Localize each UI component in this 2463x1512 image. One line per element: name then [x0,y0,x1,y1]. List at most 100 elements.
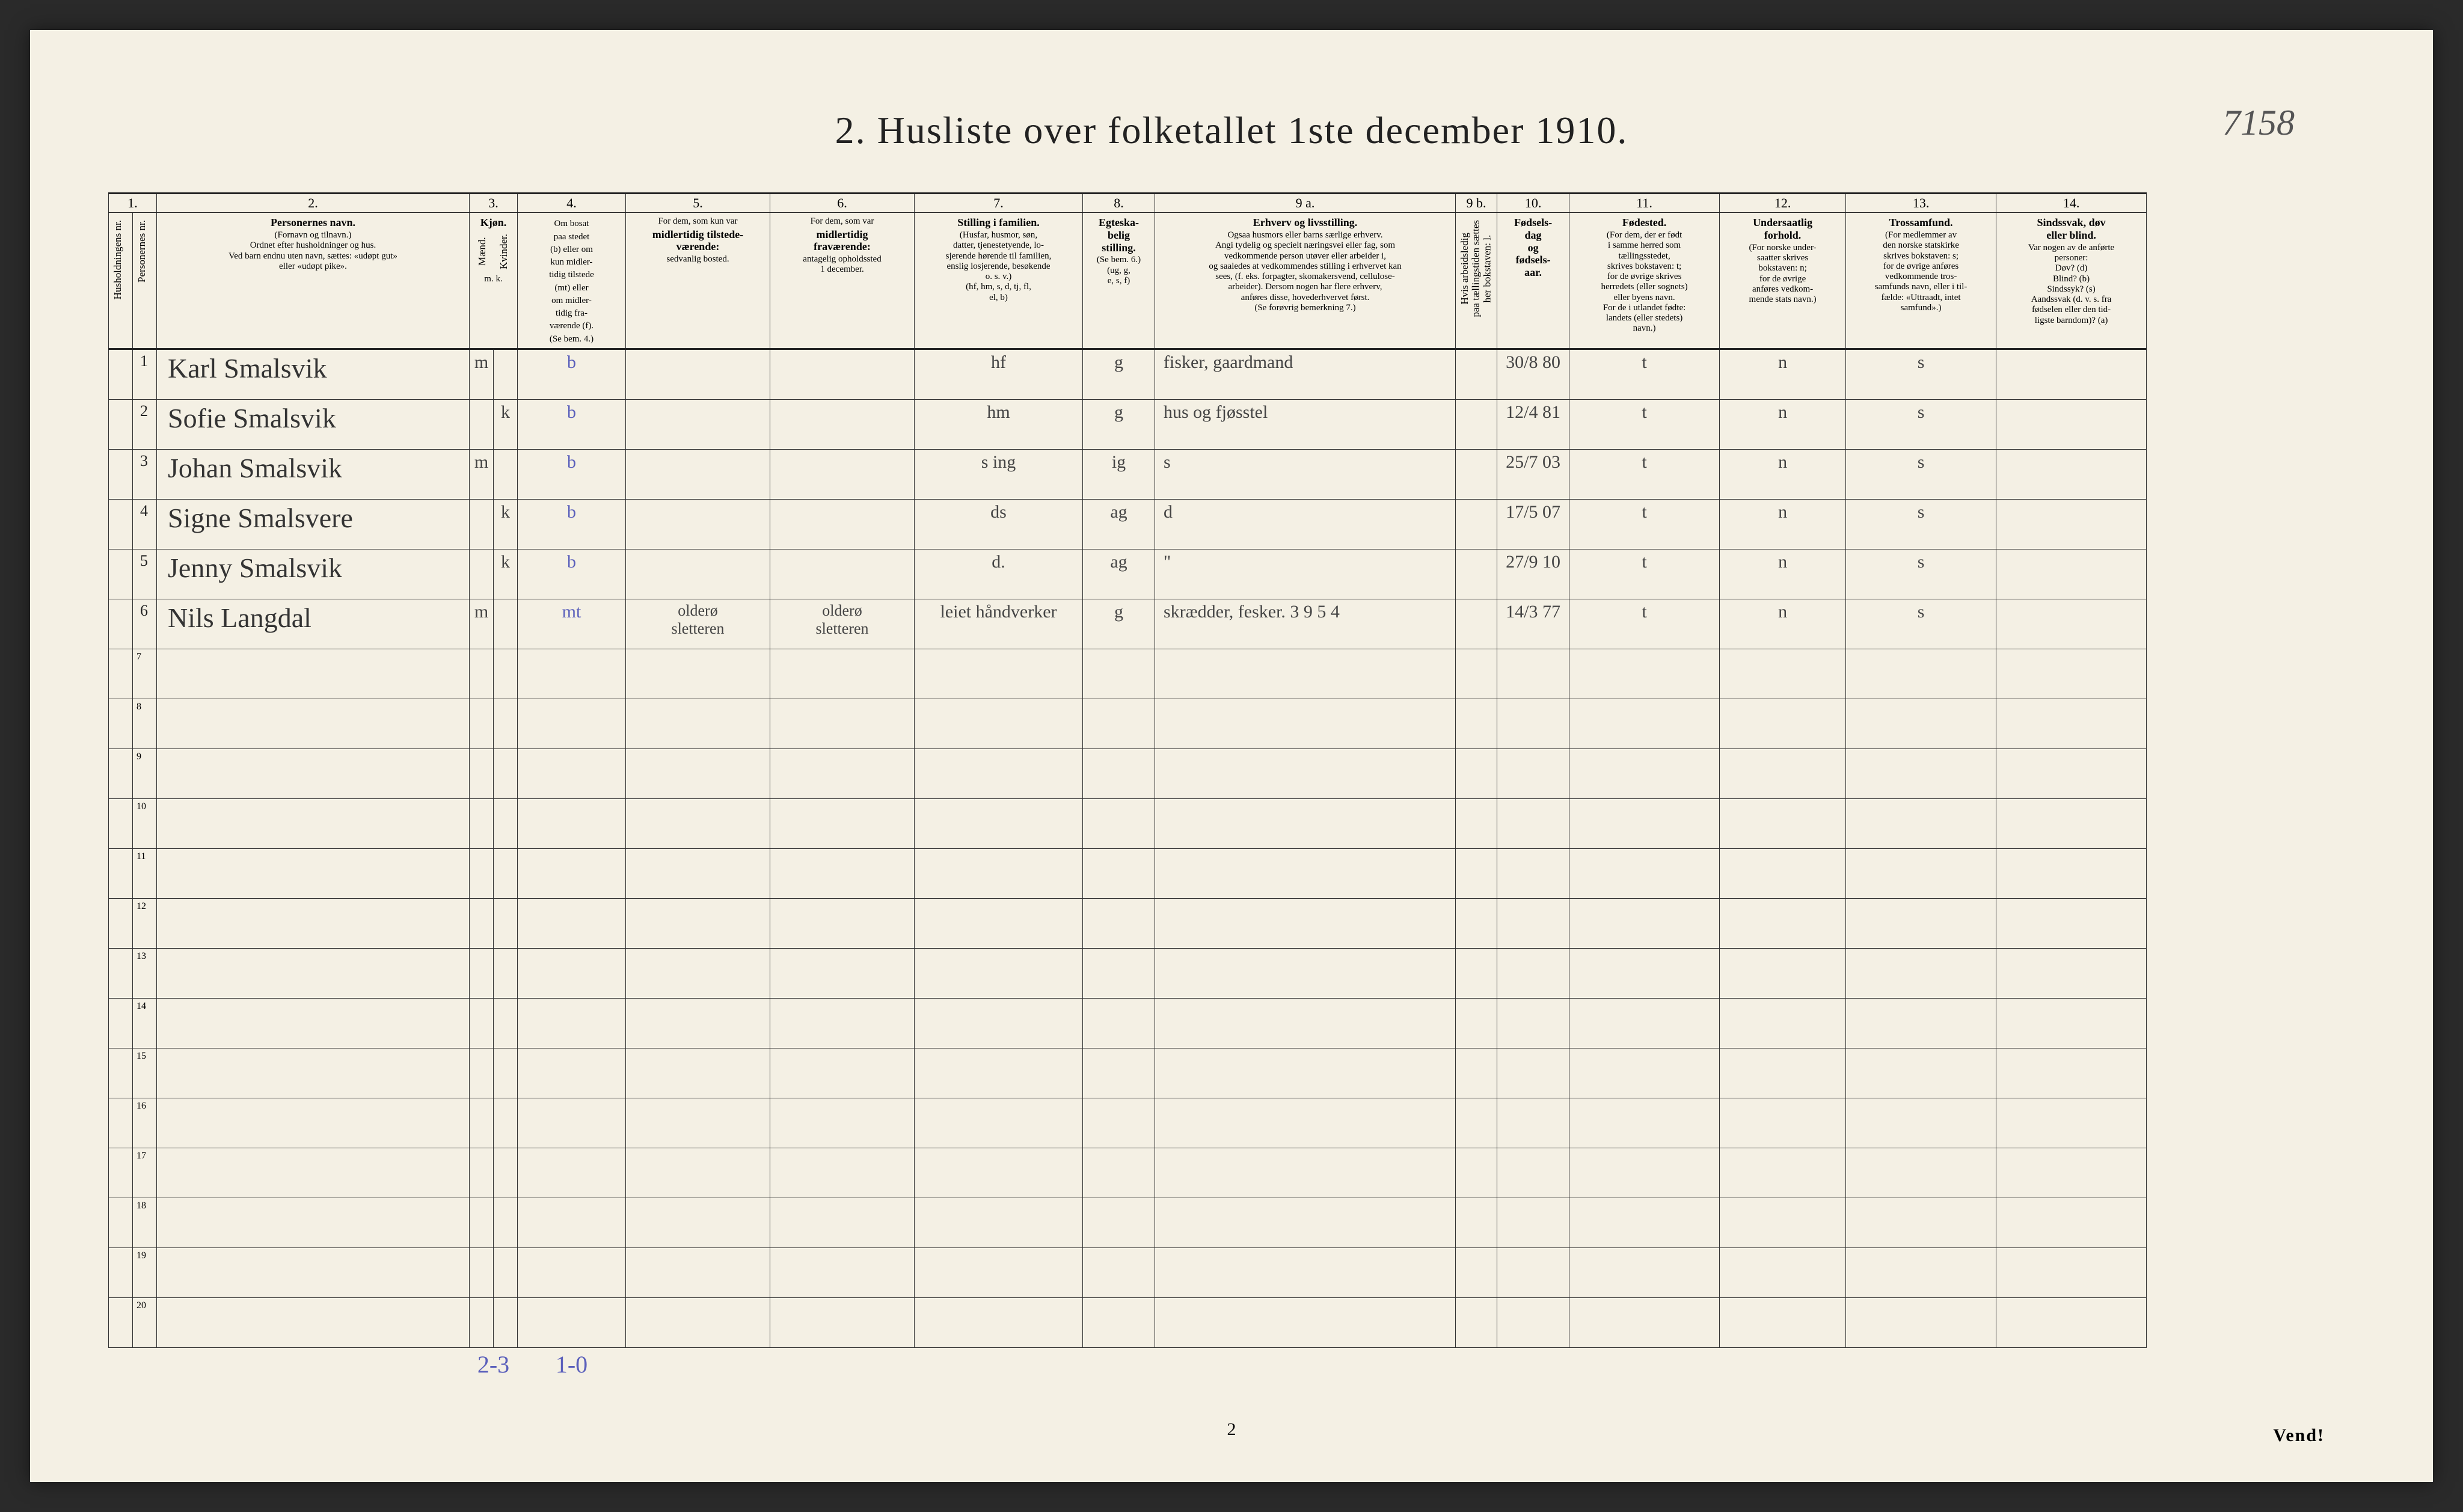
colnum-13: 13. [1846,194,1996,213]
cell-family-position [915,649,1083,699]
cell-temp-absent: olderø sletteren [770,599,915,649]
cell-unemployed [1456,1048,1497,1098]
cell-sex-k: k [494,399,518,449]
cell-sex-m [470,798,494,848]
cell-residence-status: b [518,549,626,599]
page-title: 2. Husliste over folketallet 1ste decemb… [30,108,2433,153]
cell-family-position: hf [915,349,1083,399]
cell-sex-k [494,1297,518,1347]
cell-name [157,699,470,748]
cell-name [157,1247,470,1297]
cell-sex-m [470,1297,494,1347]
cell-unemployed [1456,748,1497,798]
colnum-3: 3. [470,194,518,213]
cell-birthplace: t [1569,449,1720,499]
cell-religion [1846,898,1996,948]
cell-person-no: 14 [133,998,157,1048]
cell-disability [1996,499,2147,549]
cell-name [157,948,470,998]
cell-nationality [1720,1297,1846,1347]
cell-name [157,1098,470,1148]
cell-person-no: 8 [133,699,157,748]
cell-person-no: 7 [133,649,157,699]
cell-birthdate [1497,998,1569,1048]
cell-sex-m [470,848,494,898]
cell-sex-m [470,898,494,948]
hdr-temp-absent: For dem, som var midlertidig fraværende:… [770,213,915,349]
cell-name: Nils Langdal [157,599,470,649]
cell-unemployed [1456,1148,1497,1198]
cell-occupation [1155,1247,1456,1297]
cell-birthdate [1497,748,1569,798]
cell-religion: s [1846,399,1996,449]
cell-residence-status: mt [518,599,626,649]
cell-name [157,649,470,699]
cell-residence-status [518,1297,626,1347]
cell-family-position [915,898,1083,948]
cell-residence-status [518,1247,626,1297]
cell-nationality [1720,1048,1846,1098]
cell-household-no [109,1198,133,1247]
cell-residence-status [518,848,626,898]
cell-family-position [915,699,1083,748]
cell-name: Johan Smalsvik [157,449,470,499]
cell-marital-status [1083,1048,1155,1098]
cell-disability [1996,549,2147,599]
cell-marital-status [1083,1198,1155,1247]
cell-sex-k [494,649,518,699]
cell-temp-present [626,798,770,848]
cell-person-no: 11 [133,848,157,898]
cell-family-position [915,948,1083,998]
cell-nationality: n [1720,599,1846,649]
cell-residence-status [518,649,626,699]
hdr-marital-status: Egteska- belig stilling.(Se bem. 6.) (ug… [1083,213,1155,349]
cell-nationality [1720,1098,1846,1148]
cell-name [157,1148,470,1198]
column-header-row: Husholdningens nr. Personernes nr. Perso… [109,213,2147,349]
cell-religion: s [1846,449,1996,499]
table-row: 14 [109,998,2147,1048]
cell-name [157,1198,470,1247]
cell-birthplace: t [1569,499,1720,549]
table-row: 17 [109,1148,2147,1198]
cell-nationality [1720,848,1846,898]
cell-birthdate [1497,848,1569,898]
cell-marital-status: ag [1083,549,1155,599]
cell-sex-k [494,1198,518,1247]
cell-religion [1846,998,1996,1048]
cell-disability [1996,798,2147,848]
cell-household-no [109,1048,133,1098]
cell-temp-absent [770,1247,915,1297]
hdr-disability: Sindssvak, døv eller blind.Var nogen av … [1996,213,2147,349]
cell-birthdate [1497,898,1569,948]
colnum-11: 11. [1569,194,1720,213]
cell-person-no: 17 [133,1148,157,1198]
cell-name [157,898,470,948]
cell-unemployed [1456,998,1497,1048]
cell-temp-present [626,349,770,399]
cell-nationality [1720,1148,1846,1198]
cell-nationality [1720,898,1846,948]
table-row: 13 [109,948,2147,998]
cell-temp-absent [770,998,915,1048]
cell-occupation [1155,1198,1456,1247]
cell-sex-k [494,798,518,848]
cell-person-no: 5 [133,549,157,599]
cell-temp-absent [770,549,915,599]
cell-sex-m [470,1098,494,1148]
cell-disability [1996,649,2147,699]
cell-temp-present [626,499,770,549]
cell-marital-status [1083,898,1155,948]
cell-household-no [109,499,133,549]
cell-birthdate: 25/7 03 [1497,449,1569,499]
cell-marital-status [1083,998,1155,1048]
cell-occupation [1155,748,1456,798]
cell-birthdate [1497,948,1569,998]
cell-religion [1846,1247,1996,1297]
cell-occupation [1155,1098,1456,1148]
cell-sex-k [494,599,518,649]
cell-birthdate [1497,1148,1569,1198]
cell-person-no: 2 [133,399,157,449]
cell-temp-absent [770,798,915,848]
cell-unemployed [1456,399,1497,449]
